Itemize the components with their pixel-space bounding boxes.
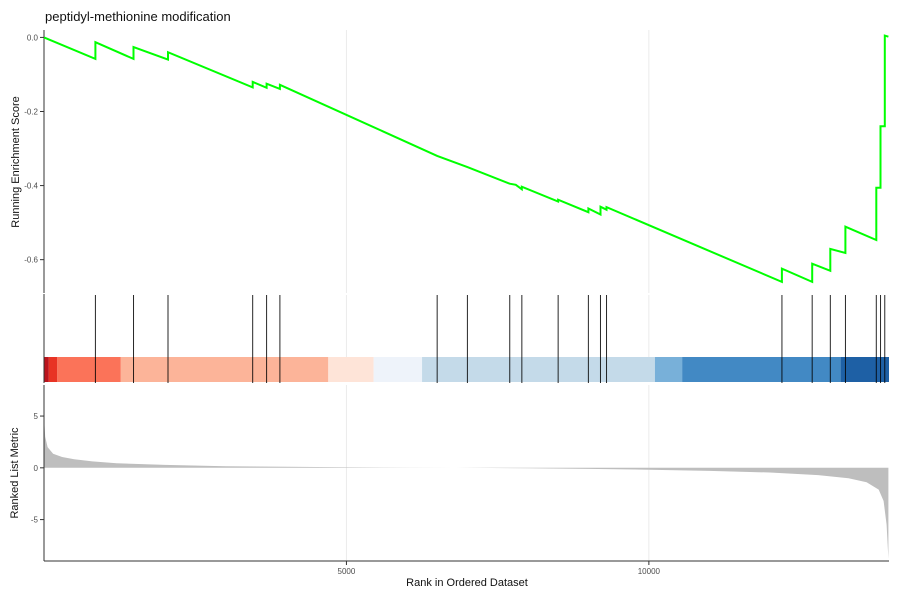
color-band: [328, 357, 374, 382]
x-axis-tick-label: 10000: [638, 567, 661, 576]
gene-hit-marks: [94, 295, 886, 383]
color-band: [57, 357, 121, 382]
enrichment-y-tick-label: -0.6: [24, 256, 38, 265]
ranked-metric-grid: [345, 385, 650, 561]
running-enrichment-line: [43, 34, 889, 284]
x-axis-ticks: 5000 10000: [338, 561, 661, 576]
hits-panel: [43, 294, 889, 383]
ranked-metric-y-tick-label: 0: [34, 464, 39, 473]
x-axis-tick-label: 5000: [338, 567, 356, 576]
color-band: [840, 357, 889, 382]
enrichment-y-tick-label: -0.2: [24, 107, 38, 116]
ranked-metric-y-tick-label: 5: [34, 412, 39, 421]
enrichment-panel: 0.0 -0.2 -0.4 -0.6 Running Enrichment Score: [10, 30, 889, 293]
ranked-metric-y-ticks: 5 0 -5: [31, 412, 44, 525]
ranked-metric-area: [44, 417, 889, 559]
color-band: [120, 357, 329, 382]
hits-grid: [345, 295, 650, 357]
rank-color-bar: [44, 357, 889, 382]
enrichment-grid: [345, 30, 650, 293]
ranked-metric-panel: 5 0 -5 5000 10000 Ranked List Metric Rank i…: [9, 385, 889, 589]
color-band: [422, 357, 655, 382]
enrichment-y-ticks: 0.0 -0.2 -0.4 -0.6: [24, 33, 44, 265]
color-band: [44, 357, 49, 382]
ranked-metric-y-axis-title: Ranked List Metric: [9, 427, 21, 519]
ranked-metric-y-tick-label: -5: [31, 516, 39, 525]
enrichment-y-tick-label: -0.4: [24, 182, 38, 191]
x-axis-title: Rank in Ordered Dataset: [406, 577, 528, 589]
color-band: [654, 357, 683, 382]
color-band: [373, 357, 423, 382]
color-band: [682, 357, 841, 382]
enrichment-y-axis-title: Running Enrichment Score: [10, 96, 22, 227]
chart-title: peptidyl-methionine modification: [45, 9, 231, 24]
enrichment-y-tick-label: 0.0: [27, 33, 39, 42]
color-band: [48, 357, 58, 382]
